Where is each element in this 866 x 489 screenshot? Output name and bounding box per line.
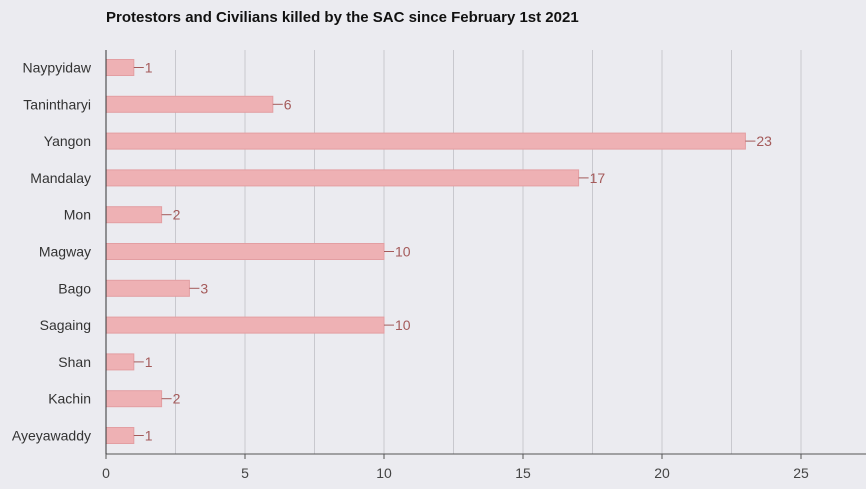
x-tick-label: 0 (102, 465, 110, 481)
x-tick-label: 5 (241, 465, 249, 481)
bar (105, 316, 385, 334)
data-label: 10 (395, 317, 411, 333)
bar (105, 427, 135, 444)
category-label: Bago (58, 280, 91, 296)
bar (105, 390, 163, 408)
bar (105, 206, 163, 224)
chart-title: Protestors and Civilians killed by the S… (106, 9, 579, 26)
category-label: Magway (39, 244, 91, 260)
data-label: 2 (173, 391, 181, 407)
x-tick-label: 25 (793, 465, 809, 481)
category-label: Mandalay (30, 170, 91, 186)
data-label: 1 (145, 354, 153, 370)
category-label: Ayeyawaddy (12, 428, 91, 444)
data-label: 1 (145, 60, 153, 76)
data-label: 10 (395, 244, 411, 260)
data-label: 1 (145, 428, 153, 444)
category-label: Kachin (48, 391, 91, 407)
data-label: 6 (284, 96, 292, 112)
data-label: 2 (173, 207, 181, 223)
bar (105, 59, 135, 76)
x-tick-label: 10 (376, 465, 392, 481)
bar (105, 279, 190, 297)
data-label: 17 (590, 170, 606, 186)
bar (105, 169, 580, 187)
category-label: Mon (64, 207, 91, 223)
category-label: Shan (58, 354, 91, 370)
data-label: 23 (756, 133, 772, 149)
bar (105, 353, 135, 371)
bar (105, 132, 746, 150)
bar (105, 243, 385, 260)
x-tick-label: 20 (654, 465, 670, 481)
category-label: Tanintharyi (23, 96, 91, 112)
data-label: 3 (200, 280, 208, 296)
category-label: Naypyidaw (23, 60, 92, 76)
x-tick-label: 15 (515, 465, 531, 481)
bar (105, 95, 274, 113)
category-label: Yangon (44, 133, 91, 149)
category-label: Sagaing (40, 317, 91, 333)
